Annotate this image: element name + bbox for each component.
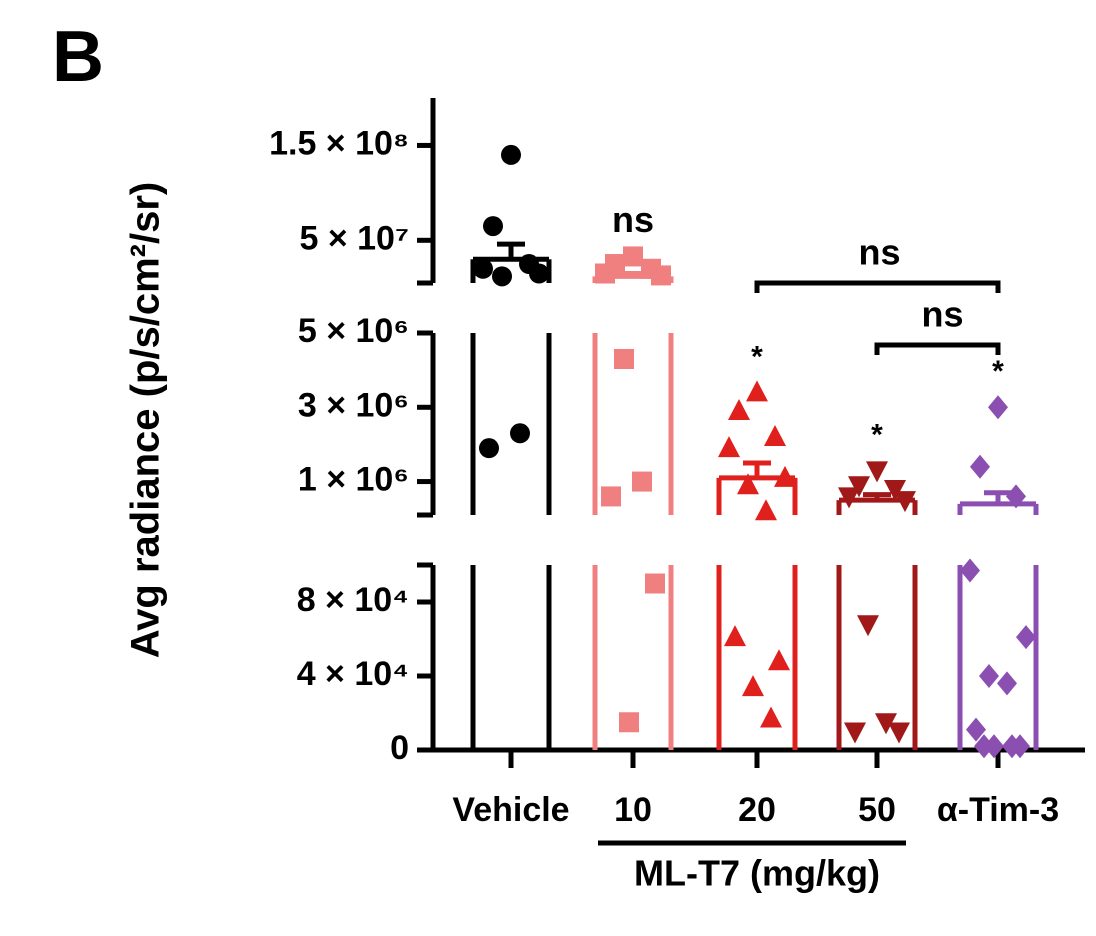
point bbox=[529, 263, 549, 284]
point bbox=[737, 473, 759, 495]
point bbox=[473, 258, 493, 279]
significance: ns bbox=[612, 199, 654, 240]
point bbox=[838, 487, 860, 509]
point bbox=[651, 265, 671, 286]
point bbox=[988, 395, 1008, 420]
x-tick-label: 50 bbox=[858, 791, 896, 829]
point bbox=[718, 436, 740, 458]
point bbox=[746, 380, 768, 402]
y-tick-label: 5 × 10⁶ bbox=[298, 312, 409, 350]
point bbox=[774, 465, 796, 487]
significance: * bbox=[871, 418, 883, 451]
point bbox=[742, 675, 764, 697]
point bbox=[645, 573, 665, 594]
point bbox=[894, 491, 916, 513]
point bbox=[760, 706, 782, 728]
panel-label: B bbox=[52, 17, 104, 97]
point bbox=[1006, 484, 1026, 509]
y-tick-label: 0 bbox=[390, 729, 409, 767]
significance: * bbox=[751, 340, 763, 373]
point bbox=[884, 480, 906, 501]
point bbox=[632, 471, 652, 492]
point bbox=[974, 734, 994, 759]
point bbox=[857, 615, 879, 637]
y-tick-label: 5 × 10⁷ bbox=[299, 219, 409, 257]
comparison-label: ns bbox=[858, 232, 900, 273]
point bbox=[614, 349, 634, 369]
x-tick-label: 20 bbox=[738, 791, 776, 829]
comparison-bracket bbox=[874, 342, 1001, 355]
significance: * bbox=[992, 355, 1004, 388]
point bbox=[866, 461, 888, 483]
point bbox=[848, 476, 870, 498]
y-tick-label: 1.5 × 10⁸ bbox=[269, 124, 409, 162]
point bbox=[844, 722, 866, 744]
x-tick-label: α-Tim-3 bbox=[937, 791, 1059, 829]
point bbox=[960, 558, 980, 583]
point bbox=[728, 399, 750, 420]
point bbox=[595, 263, 615, 284]
point bbox=[966, 717, 986, 742]
point bbox=[483, 216, 503, 237]
y-tick-label: 3 × 10⁶ bbox=[298, 386, 409, 424]
point bbox=[970, 454, 990, 479]
y-tick-label: 1 × 10⁶ bbox=[298, 461, 409, 499]
point bbox=[888, 722, 910, 744]
point bbox=[619, 712, 639, 733]
point bbox=[492, 266, 512, 287]
point bbox=[764, 425, 786, 446]
point bbox=[501, 144, 521, 165]
group-label: ML-T7 (mg/kg) bbox=[634, 853, 880, 894]
point bbox=[997, 671, 1017, 696]
point bbox=[979, 664, 999, 688]
comparison-label: ns bbox=[921, 294, 963, 335]
point bbox=[875, 713, 897, 735]
point bbox=[601, 486, 621, 507]
point bbox=[755, 499, 777, 521]
point bbox=[510, 423, 530, 444]
point bbox=[1002, 734, 1022, 759]
comparison-bracket bbox=[754, 280, 1001, 293]
point bbox=[623, 246, 643, 267]
y-tick-label: 4 × 10⁴ bbox=[297, 655, 409, 693]
y-axis-title: Avg radiance (p/s/cm²/sr) bbox=[124, 182, 168, 658]
y-tick-label: 8 × 10⁴ bbox=[297, 581, 409, 619]
x-tick-label: Vehicle bbox=[452, 791, 569, 829]
point bbox=[479, 438, 499, 459]
point bbox=[724, 625, 746, 647]
point bbox=[768, 649, 790, 671]
point bbox=[1016, 625, 1036, 650]
x-tick-label: 10 bbox=[614, 791, 652, 829]
